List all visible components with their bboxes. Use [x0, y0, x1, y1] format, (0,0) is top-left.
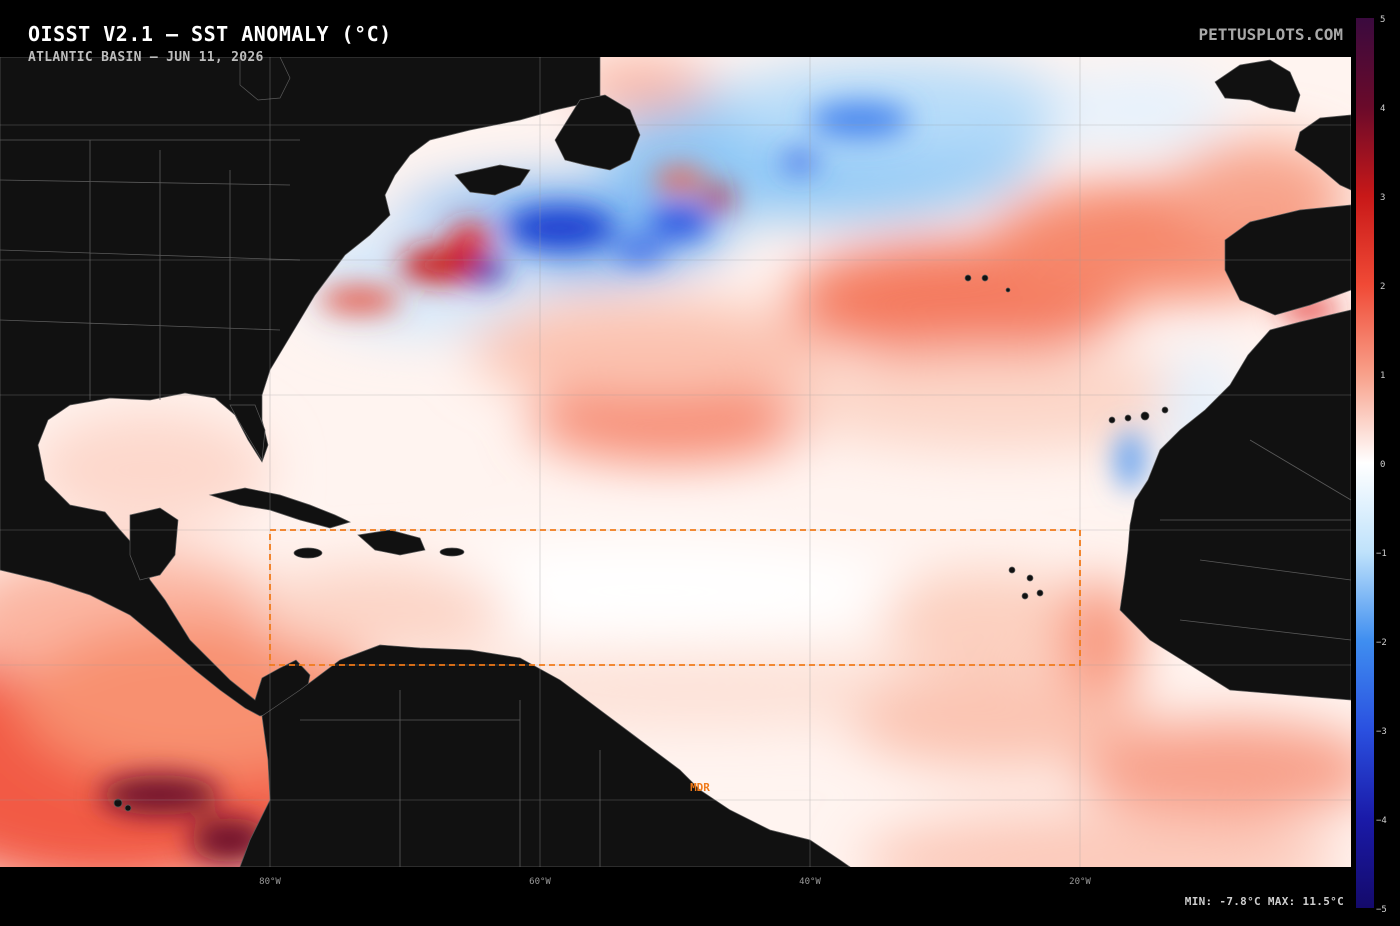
colorbar-tick: 0 [1380, 460, 1385, 470]
colorbar-tick: −4 [1376, 816, 1387, 826]
british-isles-land [1214, 59, 1301, 113]
lon-tick-80w: 80°W [259, 877, 281, 887]
site-credit: PETTUSPLOTS.COM [1198, 25, 1344, 44]
colorbar-tick: −2 [1376, 638, 1387, 648]
colorbar-tick: −3 [1376, 727, 1387, 737]
colorbar-tick: 3 [1380, 193, 1385, 203]
lon-tick-labels: 80°W 60°W 40°W 20°W [259, 877, 1091, 887]
colorbar-tick: −5 [1376, 905, 1387, 915]
puerto-rico-land [439, 547, 465, 557]
nova-scotia-land [454, 164, 531, 196]
newfoundland-land [554, 94, 641, 171]
page-title: OISST V2.1 — SST ANOMALY (°C) [28, 22, 392, 46]
florida-land [229, 404, 266, 462]
gulf-stream-eddies [100, 102, 1340, 862]
mdr-box [269, 529, 1081, 666]
colorbar-tick: 2 [1380, 282, 1385, 292]
south-america-land [239, 644, 851, 867]
mdr-label: MDR [690, 781, 710, 794]
europe-land [1294, 114, 1351, 191]
page-subtitle: ATLANTIC BASIN — JUN 11, 2026 [28, 50, 264, 65]
greenland-tip-land [239, 57, 291, 101]
colorbar-tick: 4 [1380, 104, 1385, 114]
borders [0, 139, 1351, 867]
africa-land [1119, 309, 1351, 701]
lon-tick-60w: 60°W [529, 877, 551, 887]
colorbar-ticks: 5 4 3 2 1 0 −1 −2 −3 −4 −5 [1376, 15, 1387, 915]
colorbar-tick: 1 [1380, 371, 1385, 381]
jamaica-land [293, 547, 323, 559]
lon-tick-20w: 20°W [1069, 877, 1091, 887]
land-masses [0, 57, 1351, 867]
colorbar-tick: −1 [1376, 549, 1387, 559]
yucatan-land [129, 507, 179, 581]
colorbar [1356, 18, 1374, 908]
colorbar-tick: 5 [1380, 15, 1385, 25]
cuba-land [208, 487, 351, 529]
min-max-readout: MIN: -7.8°C MAX: 11.5°C [1184, 895, 1344, 908]
lon-tick-40w: 40°W [799, 877, 821, 887]
